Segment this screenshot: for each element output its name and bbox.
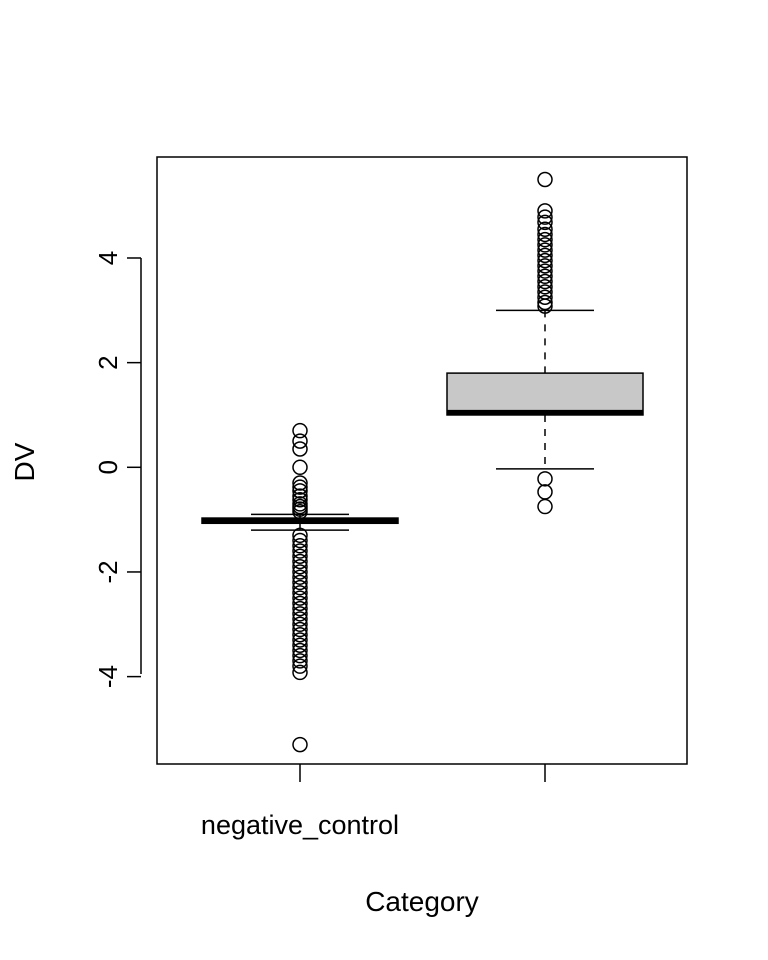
outlier-point (292, 616, 308, 633)
outlier-point (537, 294, 553, 311)
outlier-point (292, 637, 308, 653)
y-tick-label: -2 (93, 560, 123, 583)
outlier-point (292, 488, 308, 504)
outlier-point (537, 298, 553, 314)
y-tick-label: 4 (93, 251, 123, 265)
outlier-point (292, 564, 308, 580)
outlier-point (292, 422, 308, 439)
x-tick-label: negative_control (201, 810, 399, 840)
outlier-point (292, 558, 308, 575)
y-axis: -4 -2 0 2 4 (93, 251, 142, 688)
outlier-point (537, 214, 553, 231)
outlier-point (292, 553, 308, 570)
box-group (446, 171, 644, 515)
outlier-point (537, 237, 553, 253)
y-tick-label: 2 (93, 355, 123, 369)
x-axis-label: Category (365, 886, 479, 917)
outlier-point (292, 736, 308, 753)
outlier-point (292, 479, 308, 495)
outlier-point (537, 231, 553, 248)
outlier-point (292, 538, 308, 554)
x-axis: negative_control (201, 764, 546, 840)
y-axis-label: DV (9, 442, 40, 481)
outlier-point (292, 664, 308, 681)
outlier-point (292, 532, 308, 549)
outlier-point (537, 268, 553, 285)
outlier-point (292, 504, 308, 520)
outlier-point (292, 642, 308, 659)
box (446, 372, 644, 416)
outlier-point (292, 441, 308, 457)
outlier-point (537, 263, 553, 279)
outlier-point (537, 289, 553, 305)
outlier-point (292, 569, 308, 585)
plot-frame (156, 156, 688, 765)
outlier-point (292, 632, 308, 648)
outlier-point (292, 621, 308, 638)
outlier-point (537, 498, 553, 515)
outlier-point (537, 273, 553, 290)
outlier-point (292, 590, 308, 606)
outlier-point (537, 171, 553, 188)
outlier-point (537, 484, 553, 500)
outlier-point (537, 242, 553, 258)
outlier-point (537, 279, 553, 295)
outlier-point (292, 579, 308, 596)
outlier-point (292, 658, 308, 674)
outlier-point (537, 247, 553, 264)
outlier-point (292, 653, 308, 669)
outlier-point (537, 226, 553, 243)
outlier-point (292, 585, 308, 601)
outlier-point (292, 459, 308, 476)
box-group (201, 422, 399, 753)
outlier-point (292, 600, 308, 617)
outlier-point (292, 611, 308, 627)
outlier-point (292, 483, 308, 499)
y-tick-label: 0 (93, 460, 123, 474)
outlier-point (292, 527, 308, 544)
outlier-point (292, 627, 308, 643)
outlier-point (537, 252, 553, 269)
outlier-point (537, 209, 553, 225)
y-tick-label: -4 (93, 665, 123, 688)
outlier-point (292, 647, 308, 664)
outlier-point (537, 221, 553, 237)
outlier-point (292, 475, 308, 491)
boxes-layer (201, 171, 644, 753)
outlier-point (537, 471, 553, 487)
outlier-point (292, 491, 308, 508)
outlier-point (292, 574, 308, 591)
outlier-point (292, 548, 308, 565)
outlier-point (292, 595, 308, 612)
outlier-point (537, 258, 553, 274)
outlier-point (537, 203, 553, 219)
outlier-point (292, 543, 308, 559)
outlier-point (292, 606, 308, 622)
outlier-point (292, 433, 308, 449)
